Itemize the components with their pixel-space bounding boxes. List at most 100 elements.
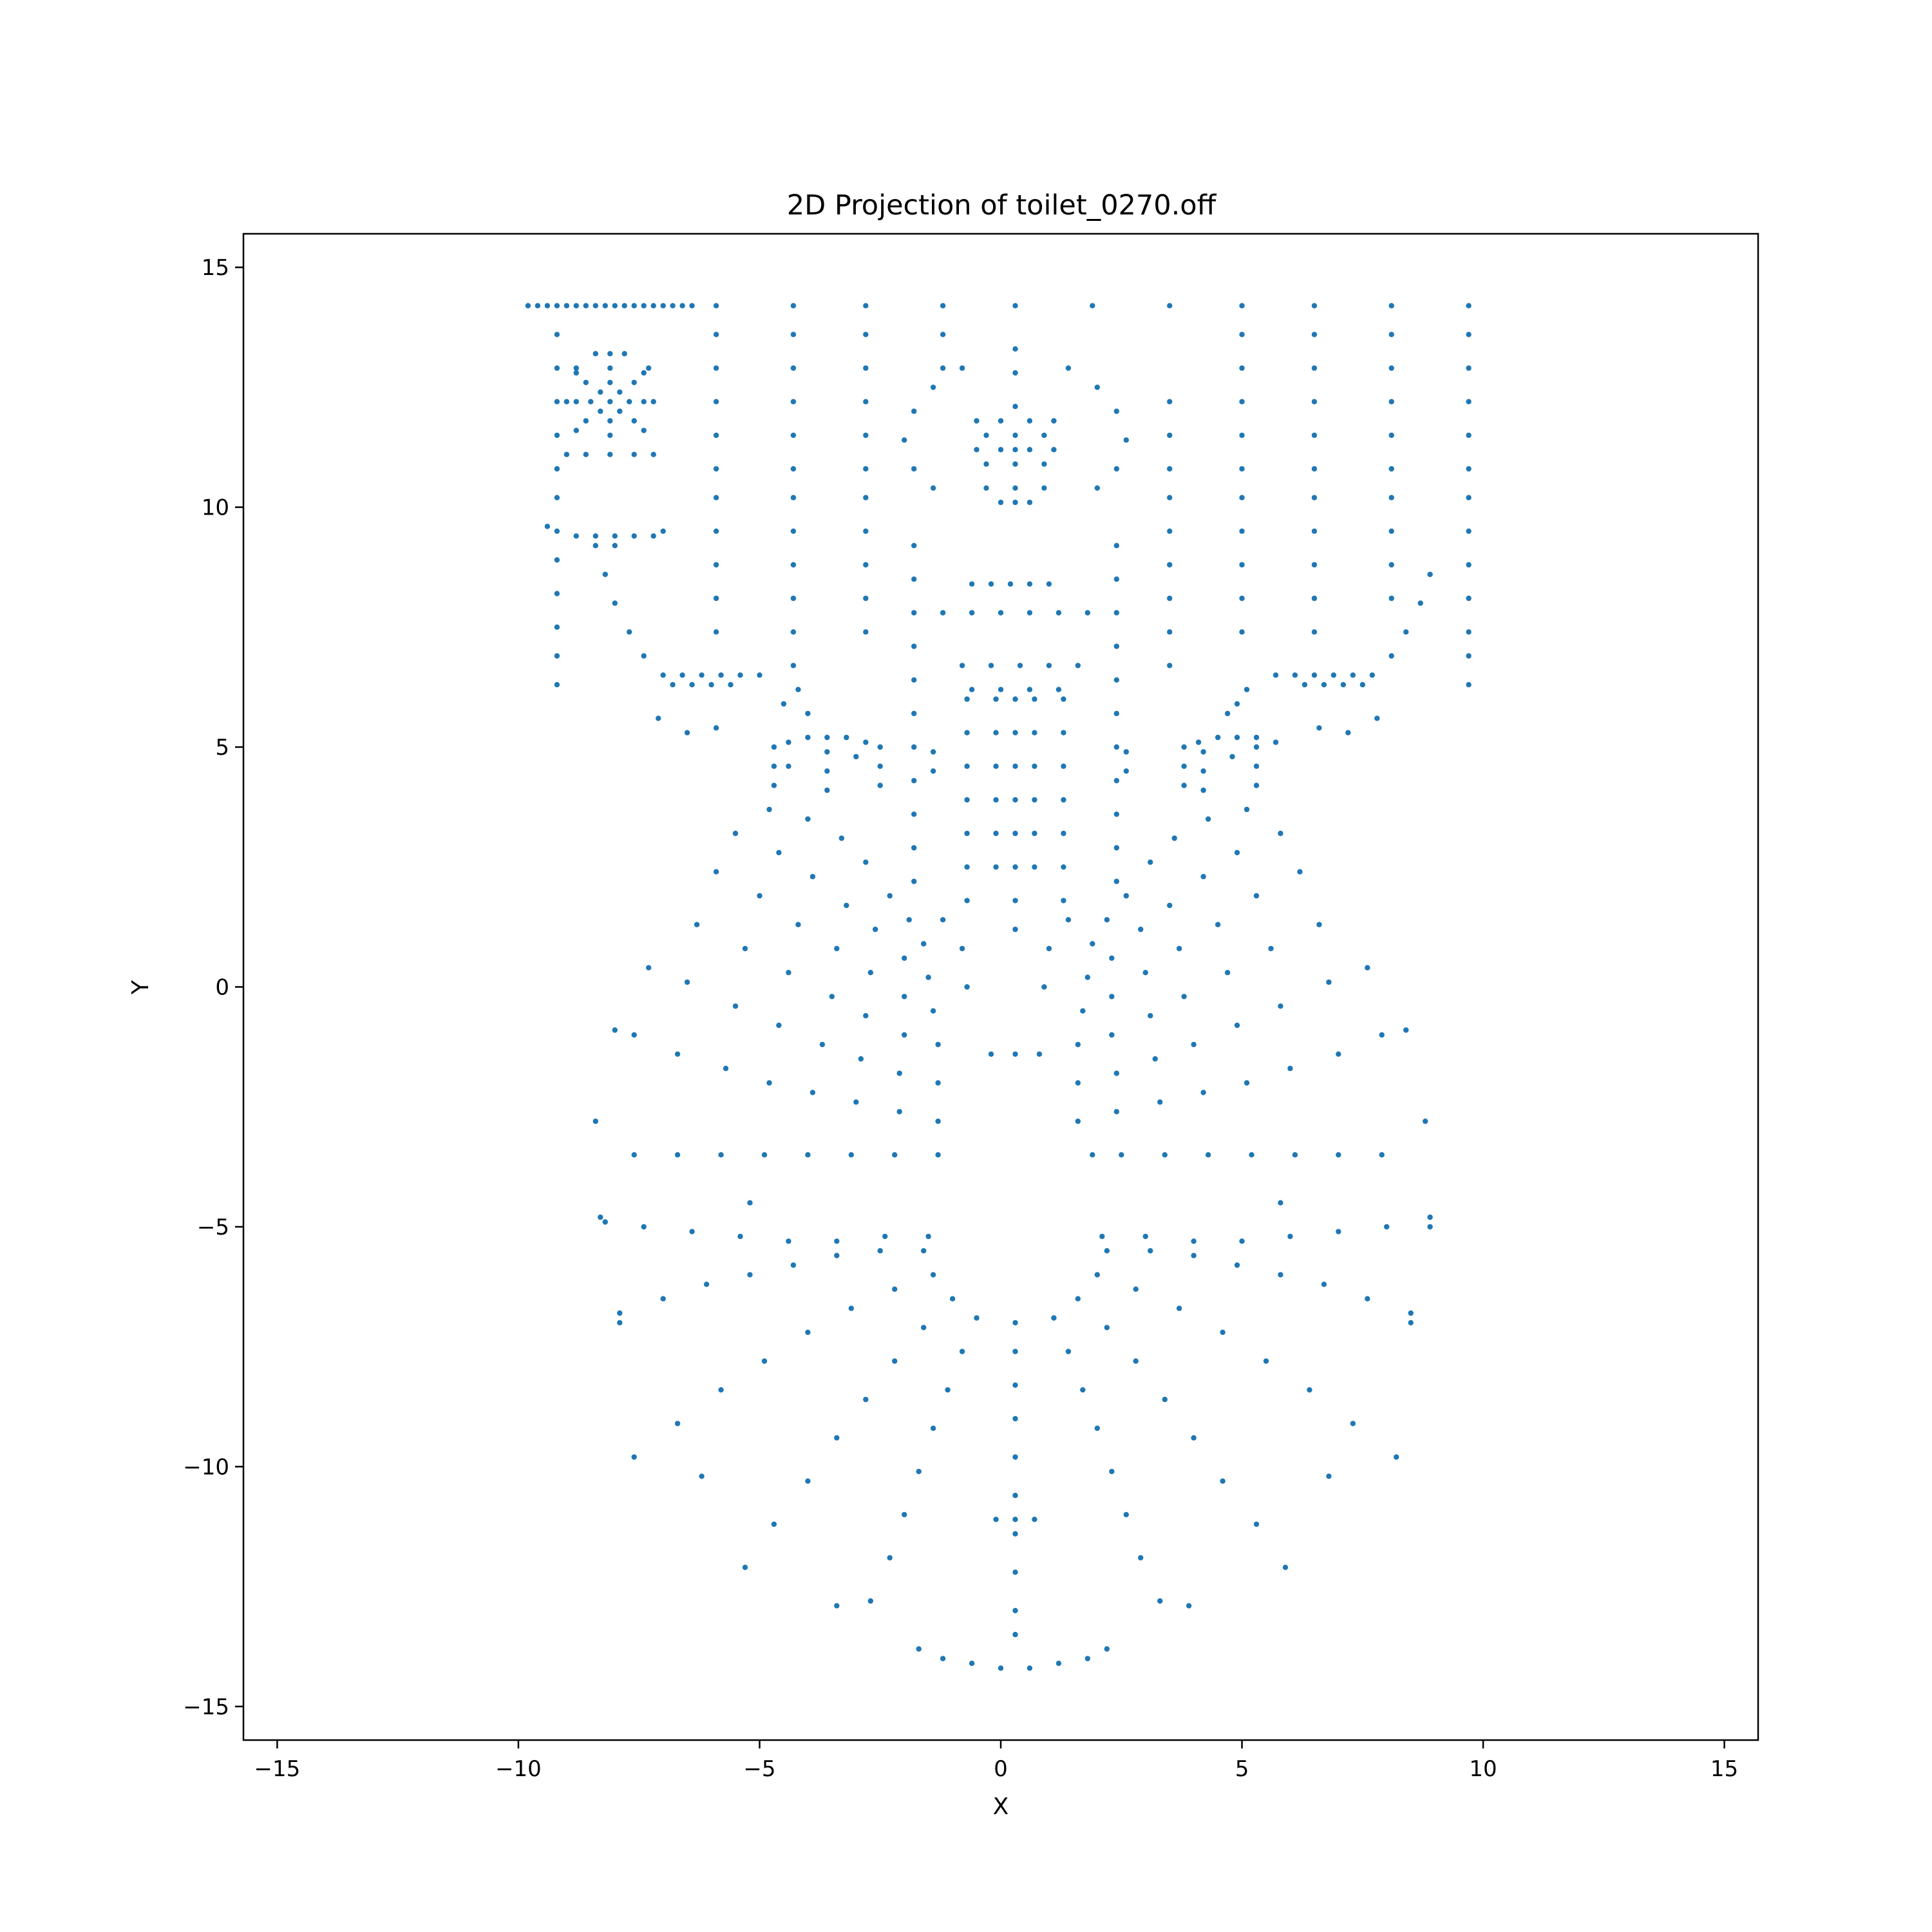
data-point [1388,466,1394,472]
data-point [1061,797,1066,803]
data-point [863,303,869,308]
data-point [1113,778,1120,784]
data-point [1167,528,1173,534]
data-point [554,303,560,308]
x-axis-label: X [993,1794,1009,1820]
data-point [1311,495,1318,500]
data-point [1403,1027,1409,1033]
data-point [1181,994,1187,999]
data-point [1408,1320,1414,1326]
data-point [1167,495,1173,500]
data-point [617,389,623,395]
data-point [1094,1272,1101,1278]
data-point [1316,725,1322,731]
data-point [761,1358,768,1364]
data-point [1239,629,1245,635]
data-point [1427,1224,1433,1230]
data-point [1365,1296,1370,1302]
data-point [790,303,797,308]
data-point [974,447,980,453]
data-point [713,432,719,439]
data-point [1234,1262,1240,1268]
data-point [988,1051,994,1057]
data-point [1379,1152,1385,1158]
data-point [631,379,637,386]
data-point [737,1233,743,1240]
data-point [969,581,975,587]
data-point [1167,663,1173,668]
data-point [1239,495,1245,500]
data-point [1311,672,1318,678]
data-point [988,581,994,587]
data-point [1311,595,1318,601]
data-point [916,1468,922,1475]
data-point [940,303,946,308]
data-point [824,787,830,793]
data-point [713,562,719,568]
data-point [1027,687,1033,692]
data-point [1142,970,1148,976]
data-point [1036,1051,1043,1057]
data-point [911,610,917,616]
data-point [902,994,907,999]
data-point [790,432,797,439]
data-point [829,994,835,999]
data-point [911,878,917,884]
data-point [983,432,989,439]
data-point [1466,466,1472,472]
data-point [573,303,579,308]
data-point [1224,710,1231,717]
data-point [1326,1473,1332,1479]
data-point [1466,399,1472,404]
data-point [713,399,719,404]
data-point [1032,730,1037,735]
data-point [863,1013,869,1019]
y-axis: −15 −10 −5 0 5 10 15 [183,255,243,1720]
data-point [1388,399,1394,404]
data-point [1466,562,1472,568]
data-point [930,768,936,774]
data-point [564,451,570,457]
data-point [1109,1468,1115,1475]
data-point [679,303,685,308]
data-point [844,734,849,741]
y-tick-label: 10 [202,495,229,521]
data-point [742,1564,748,1570]
data-point [1316,922,1322,927]
data-point [1012,1492,1018,1499]
data-point [1113,677,1120,683]
data-point [1084,974,1091,980]
data-point [877,763,883,770]
data-point [1162,1152,1168,1158]
data-point [1466,432,1472,439]
data-point [607,432,613,439]
data-point [1239,432,1245,439]
y-tick-label: −5 [197,1215,229,1240]
data-point [858,1056,864,1062]
data-point [1278,1272,1283,1278]
data-point [646,365,652,371]
data-point [1075,1118,1081,1124]
data-point [554,624,560,630]
data-point [1253,734,1260,741]
data-point [1253,744,1260,750]
data-point [1012,1569,1018,1575]
data-point [863,466,869,472]
data-point [853,1099,859,1105]
data-point [790,399,797,404]
data-point [1253,763,1260,770]
data-point [959,365,965,371]
data-point [1287,1233,1293,1240]
data-point [1220,1478,1226,1484]
data-point [1340,682,1346,688]
data-point [930,1425,936,1431]
data-point [766,1080,772,1086]
data-point [1109,1032,1115,1038]
data-point [1388,303,1394,308]
data-point [925,974,931,980]
data-point [964,864,970,870]
data-point [1287,1065,1293,1072]
data-point [713,725,719,731]
data-point [969,610,975,616]
data-point [1041,461,1047,467]
